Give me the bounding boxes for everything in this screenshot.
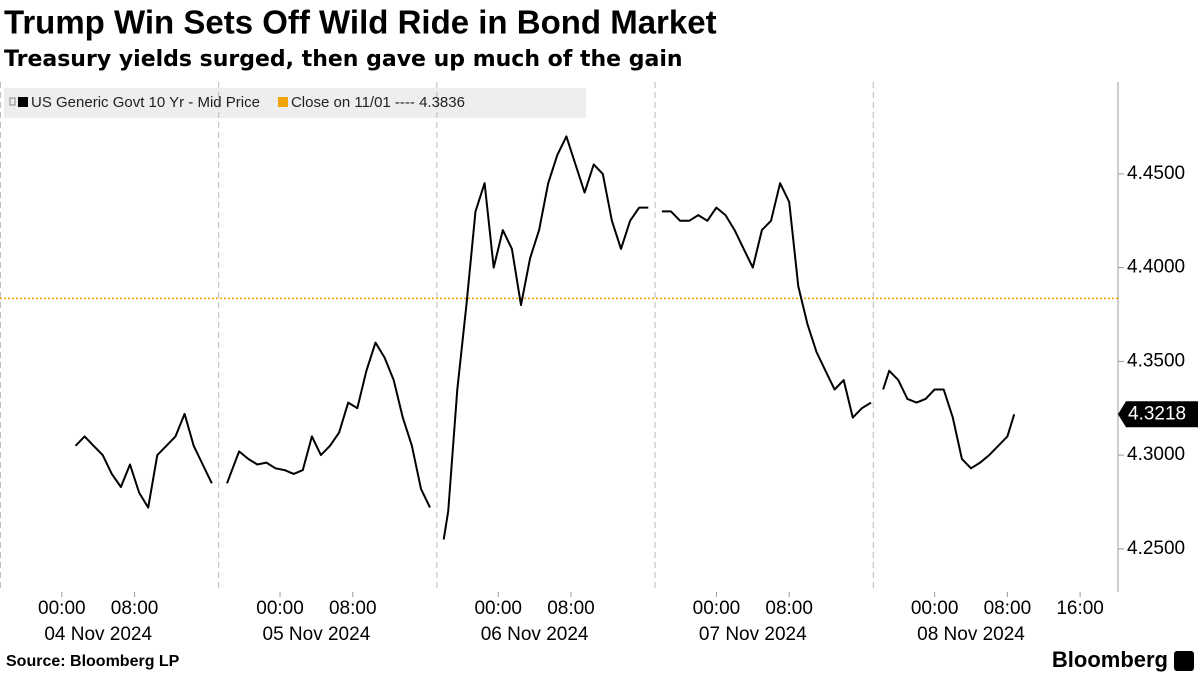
legend-label: US Generic Govt 10 Yr - Mid Price <box>31 94 260 111</box>
x-date-label: 05 Nov 2024 <box>263 624 371 645</box>
source: Source: Bloomberg LP <box>6 653 180 670</box>
brand-icon <box>1174 651 1194 671</box>
x-date-label: 07 Nov 2024 <box>699 624 807 645</box>
legend-label: Close on 11/01 ---- 4.3836 <box>291 94 465 111</box>
x-tick-label: 00:00 <box>693 598 741 619</box>
x-tick-label: 00:00 <box>256 598 304 619</box>
x-tick-label: 08:00 <box>329 598 377 619</box>
last-value-box <box>1118 401 1198 428</box>
x-tick-label: 08:00 <box>765 598 813 619</box>
x-date-label: 04 Nov 2024 <box>44 624 152 645</box>
line-series <box>74 135 1016 540</box>
x-tick-label: 00:00 <box>38 598 86 619</box>
x-date-label: 06 Nov 2024 <box>481 624 589 645</box>
x-tick-label: 08:00 <box>547 598 595 619</box>
legend-swatch <box>18 97 28 107</box>
x-tick-label: 00:00 <box>474 598 522 619</box>
y-tick-label: 4.4500 <box>1127 163 1185 184</box>
last-value-label: 4.3218 <box>1128 403 1186 424</box>
y-tick-label: 4.3000 <box>1127 444 1185 465</box>
x-date-label: 08 Nov 2024 <box>917 624 1025 645</box>
legend-icon <box>9 97 16 106</box>
x-tick-label: 08:00 <box>111 598 159 619</box>
brand: Bloomberg <box>1052 647 1168 672</box>
y-tick-label: 4.2500 <box>1127 538 1185 559</box>
y-tick-label: 4.4000 <box>1127 257 1185 278</box>
legend-swatch <box>277 97 288 107</box>
x-tick-label: 08:00 <box>984 598 1032 619</box>
y-tick-label: 4.3500 <box>1127 350 1185 371</box>
legend-box <box>4 88 586 118</box>
chart-title: Trump Win Sets Off Wild Ride in Bond Mar… <box>4 4 717 41</box>
x-tick-label: 16:00 <box>1056 598 1104 619</box>
x-tick-label: 00:00 <box>911 598 959 619</box>
chart-subtitle: Treasury yields surged, then gave up muc… <box>4 47 683 72</box>
